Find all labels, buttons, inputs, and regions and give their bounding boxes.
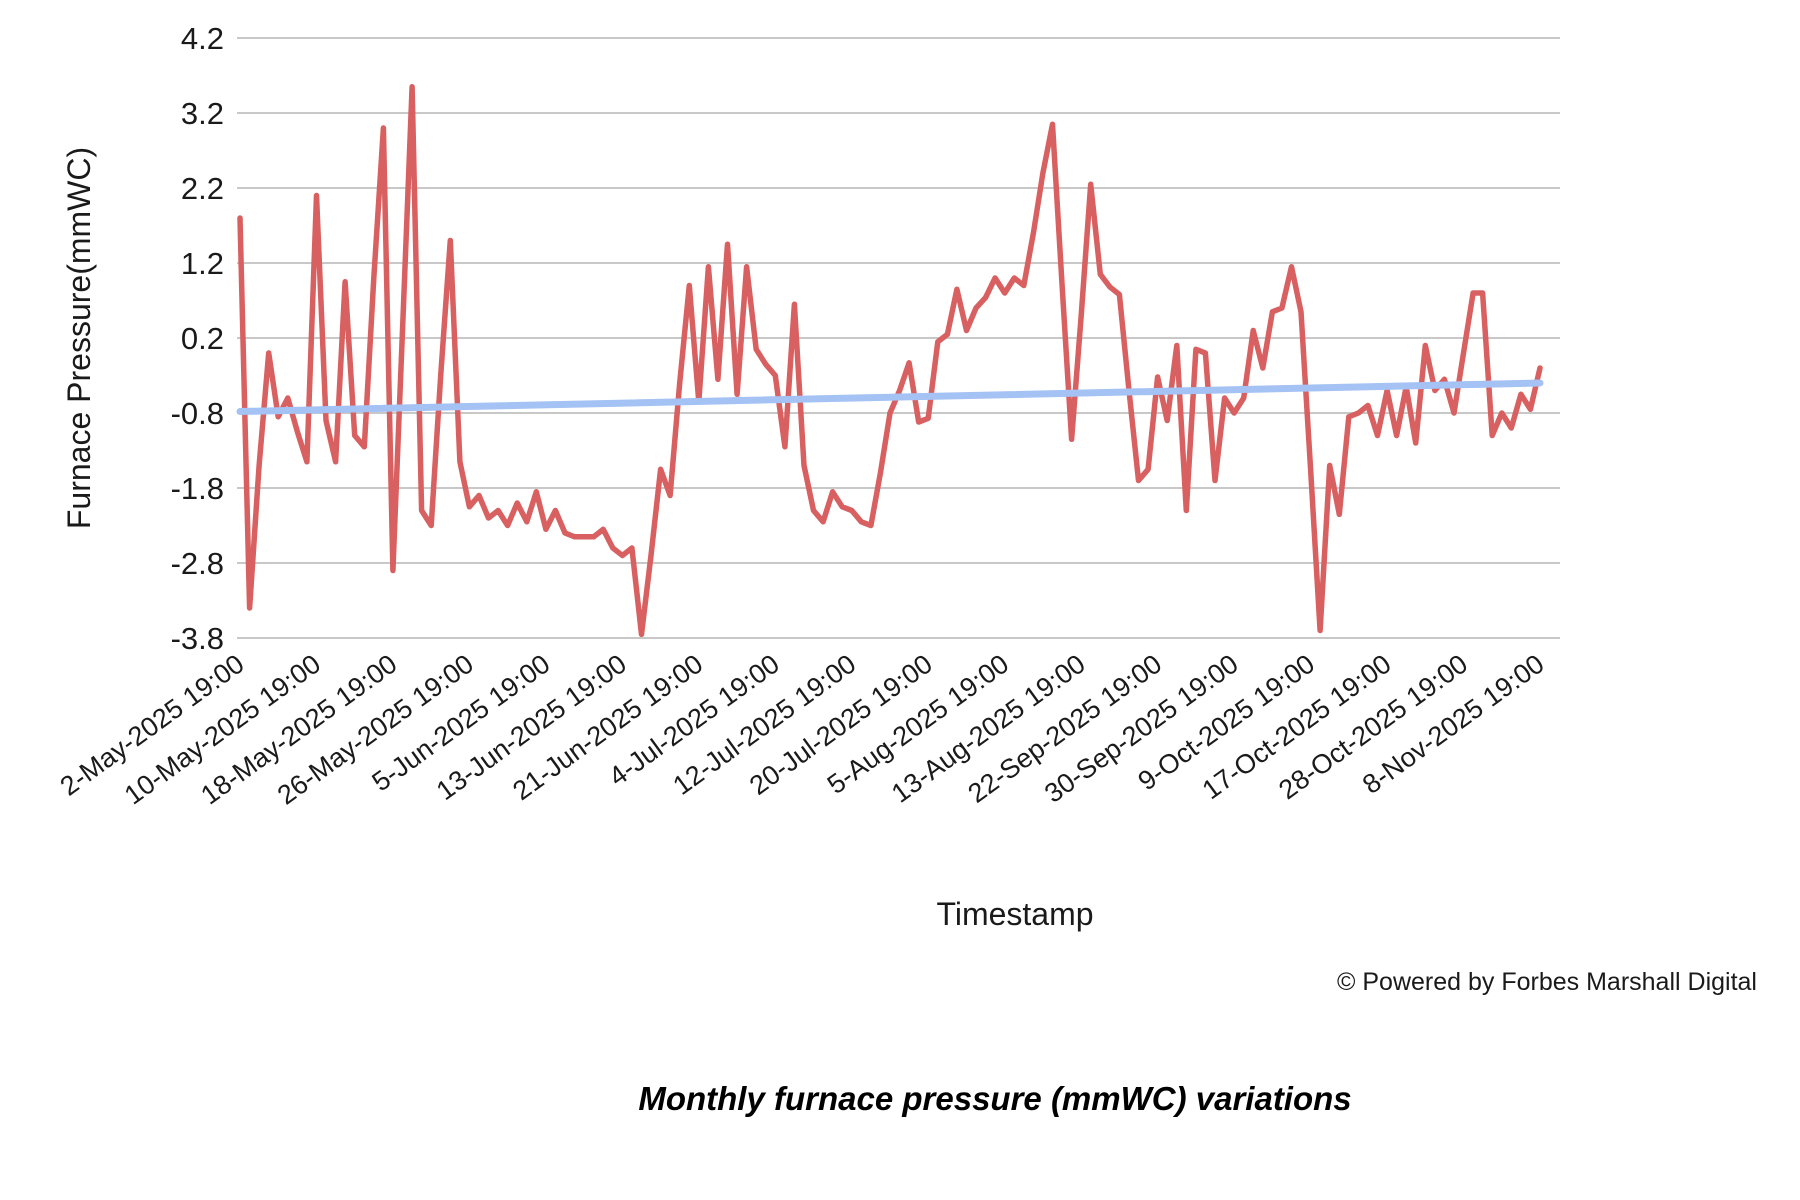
y-tick-label: -3.8 bbox=[171, 621, 224, 656]
y-tick-label: 2.2 bbox=[181, 171, 224, 206]
y-tick-label: -0.8 bbox=[171, 396, 224, 431]
pressure-line bbox=[237, 84, 1543, 638]
y-axis-title: Furnace Pressure(mmWC) bbox=[61, 147, 97, 529]
y-tick-label: -2.8 bbox=[171, 546, 224, 581]
trend-line bbox=[236, 379, 1544, 415]
y-tick-label: -1.8 bbox=[171, 471, 224, 506]
series-layer bbox=[236, 84, 1544, 638]
y-tick-label: 0.2 bbox=[181, 321, 224, 356]
grid-layer bbox=[237, 37, 1560, 639]
y-tick-labels: 4.2 3.2 2.2 1.2 0.2 -0.8 -1.8 -2.8 -3.8 bbox=[171, 21, 224, 656]
y-tick-label: 4.2 bbox=[181, 21, 224, 56]
x-axis-title: Timestamp bbox=[936, 896, 1093, 932]
y-tick-label: 3.2 bbox=[181, 96, 224, 131]
chart-caption: Monthly furnace pressure (mmWC) variatio… bbox=[638, 1080, 1351, 1117]
y-tick-label: 1.2 bbox=[181, 246, 224, 281]
footer-attribution: © Powered by Forbes Marshall Digital bbox=[1337, 968, 1757, 996]
